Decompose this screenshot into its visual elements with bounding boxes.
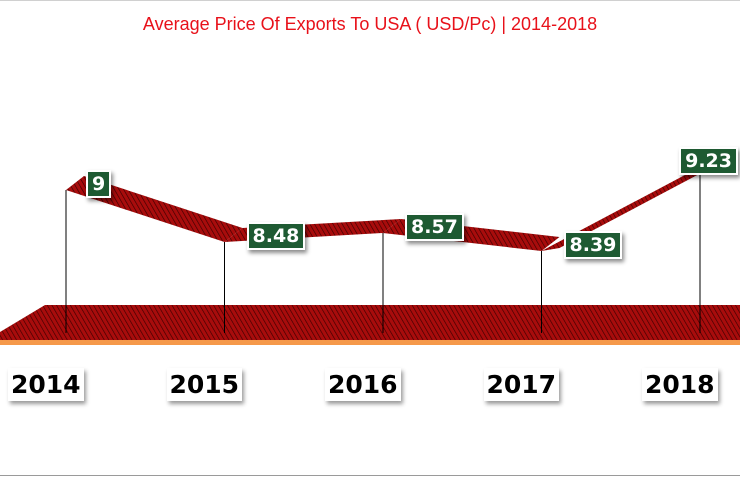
data-label: 9.23: [679, 147, 738, 175]
x-tick-label: 2018: [642, 368, 718, 401]
chart-title: Average Price Of Exports To USA ( USD/Pc…: [142, 14, 598, 34]
x-tick-label: 2015: [166, 368, 243, 401]
x-tick-label: 2014: [8, 368, 84, 401]
chart-floor: [0, 305, 740, 340]
x-tick-label: 2016: [325, 368, 401, 401]
data-label: 8.57: [405, 213, 464, 241]
series-ribbon-segment: [541, 164, 718, 251]
floor-edge: [0, 340, 740, 345]
data-label: 9: [86, 170, 112, 198]
data-label: 8.48: [246, 222, 306, 250]
x-tick-label: 2017: [483, 368, 560, 401]
data-label: 8.39: [563, 231, 623, 259]
